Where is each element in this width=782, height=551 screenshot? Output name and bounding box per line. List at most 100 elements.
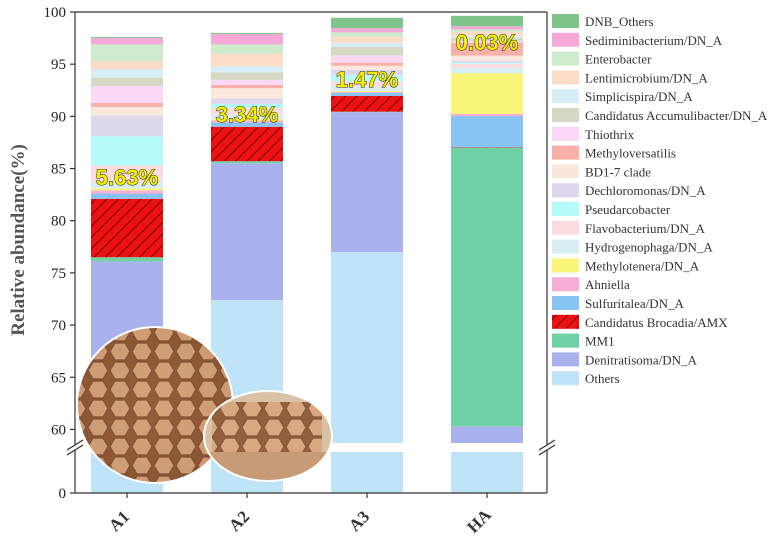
bar-segment-A2-methyloversatilis: [211, 85, 283, 89]
legend-label-methylotenera-dn-a: Methylotenera/DN_A: [585, 258, 700, 273]
axis-break-mark-right-2: [538, 444, 556, 456]
bar-segment-A3-enterobacter: [331, 32, 403, 37]
legend-label-thiothrix: Thiothrix: [585, 127, 635, 142]
bar-segment-HA-sulfuritalea-dn-a: [451, 116, 523, 148]
bar-lower-A3: [331, 452, 403, 493]
bar-segment-A1-hydrogenophaga-dn-a: [91, 182, 163, 189]
legend-label-denitratisoma-dn-a: Denitratisoma/DN_A: [585, 352, 698, 367]
bar-segment-A2-mm1: [211, 161, 283, 164]
annotations-layer: 5.63% 3.34% 1.47% 0.03%: [95, 30, 518, 191]
legend-label-flavobacterium-dn-a: Flavobacterium/DN_A: [585, 221, 705, 236]
legend-swatch-enterobacter: [552, 51, 579, 66]
legend-swatch-thiothrix: [552, 126, 579, 141]
legend-swatch-methyloversatilis: [552, 145, 579, 160]
legend-swatch-bd1-7-clade: [552, 164, 579, 179]
bar-segment-A1-candidatus-brocadia-amx: [91, 198, 163, 258]
annotation-A1: 5.63%: [96, 165, 158, 190]
bar-segment-HA-dnb-others: [451, 15, 523, 27]
legend-label-dechloromonas-dn-a: Dechloromonas/DN_A: [585, 183, 706, 198]
y-tick-label-70: 70: [51, 318, 66, 334]
legend-label-mm1: MM1: [585, 334, 615, 349]
bar-segment-HA-thiothrix: [451, 40, 523, 43]
bar-segment-A2-candidatus-accumulibacter-dn-a: [211, 72, 283, 80]
annotation-HA: 0.03%: [456, 30, 518, 55]
bar-segment-A2-thiothrix: [211, 79, 283, 86]
legend-label-pseudarcobacter: Pseudarcobacter: [585, 202, 671, 217]
bar-segment-A3-pseudarcobacter: [331, 75, 403, 82]
bar-segment-A2-methylotenera-dn-a: [211, 119, 283, 121]
bar-segment-A2-simplicispira-dn-a: [211, 66, 283, 73]
legend-swatch-pseudarcobacter: [552, 202, 579, 216]
y-tick-label-60: 60: [51, 422, 66, 438]
legend-label-bd1-7-clade: BD1-7 clade: [585, 164, 651, 179]
x-tick-label-A1: A1: [105, 507, 133, 535]
bar-segment-HA-sediminibacterium-dn-a: [451, 26, 523, 30]
bar-segment-HA-bd1-7-clade: [451, 55, 523, 61]
legend-swatch-denitratisoma-dn-a: [552, 352, 579, 367]
bar-segment-A2-ahniella: [211, 120, 283, 123]
bar-segment-HA-hydrogenophaga-dn-a: [451, 68, 523, 74]
legend-swatch-hydrogenophaga-dn-a: [552, 239, 579, 254]
bar-segment-A2-flavobacterium-dn-a: [211, 108, 283, 115]
bar-segment-A3-ahniella: [331, 91, 403, 93]
bar-segment-A3-flavobacterium-dn-a: [331, 81, 403, 87]
bar-segment-A1-simplicispira-dn-a: [91, 69, 163, 78]
x-tick-label-A3: A3: [345, 507, 373, 535]
bar-segment-A2-lentimicrobium-dn-a: [211, 53, 283, 67]
y-tick-label-75: 75: [51, 266, 66, 282]
bar-segment-A2-enterobacter: [211, 44, 283, 54]
bar-segment-HA-methylotenera-dn-a: [451, 73, 523, 114]
bar-segment-HA-mm1: [451, 147, 523, 427]
legend-swatch-sulfuritalea-dn-a: [552, 296, 579, 310]
legend-swatch-methylotenera-dn-a: [552, 258, 579, 273]
bar-segment-A3-sediminibacterium-dn-a: [331, 28, 403, 33]
bar-segment-A1-dechloromonas-dn-a: [91, 115, 163, 137]
bar-segment-A2-sulfuritalea-dn-a: [211, 122, 283, 127]
legend-label-ahniella: Ahniella: [585, 277, 630, 292]
y-axis-label: Relative abundance(%): [8, 144, 29, 336]
bar-segment-A1-lentimicrobium-dn-a: [91, 61, 163, 70]
y-tick-label-85: 85: [51, 162, 66, 178]
bar-segment-A3-candidatus-accumulibacter-dn-a: [331, 46, 403, 56]
bar-segment-HA-lentimicrobium-dn-a: [451, 31, 523, 36]
legend-swatch-dnb-others: [552, 14, 579, 28]
bar-segment-A3-candidatus-brocadia-amx: [331, 96, 403, 112]
bar-segment-A2-dechloromonas-dn-a: [211, 98, 283, 104]
bar-segment-A1-flavobacterium-dn-a: [91, 165, 163, 183]
bar-segment-A1-dnb-others: [91, 37, 163, 39]
legend: DNB_Others Sediminibacterium/DN_A Enteroba…: [552, 14, 768, 386]
bar-segment-HA-denitratisoma-dn-a: [451, 426, 523, 443]
bar-segment-A3-hydrogenophaga-dn-a: [331, 86, 403, 91]
legend-swatch-candidatus-accumulibacter-dn-a: [552, 108, 579, 122]
bar-segment-A1-bd1-7-clade: [91, 106, 163, 116]
bar-segment-A2-candidatus-brocadia-amx: [211, 126, 283, 162]
legend-swatch-lentimicrobium-dn-a: [552, 70, 579, 85]
legend-swatch-ahniella: [552, 277, 579, 292]
bar-segment-A3-methyloversatilis: [331, 62, 403, 66]
bar-lower-HA: [451, 452, 523, 493]
bar-segment-A2-denitratisoma-dn-a: [211, 163, 283, 301]
legend-label-sediminibacterium-dn-a: Sediminibacterium/DN_A: [585, 33, 723, 48]
bar-segment-A3-dechloromonas-dn-a: [331, 69, 403, 76]
legend-label-candidatus-accumulibacter-dn-a: Candidatus Accumulibacter/DN_A: [585, 108, 768, 123]
legend-label-dnb-others: DNB_Others: [585, 14, 654, 29]
bar-segment-A2-hydrogenophaga-dn-a: [211, 114, 283, 120]
bar-segment-A3-bd1-7-clade: [331, 65, 403, 70]
bar-segment-A1-thiothrix: [91, 86, 163, 103]
bar-segment-A1-methyloversatilis: [91, 102, 163, 107]
bar-segment-HA-simplicispira-dn-a: [451, 35, 523, 38]
legend-label-lentimicrobium-dn-a: Lentimicrobium/DN_A: [585, 70, 708, 85]
y-tick-label-80: 80: [51, 214, 66, 230]
annotation-A3: 1.47%: [336, 67, 398, 92]
bar-segment-A2-dnb-others: [211, 32, 283, 34]
bar-segment-HA-flavobacterium-dn-a: [451, 63, 523, 69]
bar-segment-A3-lentimicrobium-dn-a: [331, 36, 403, 43]
bar-segment-A1-sediminibacterium-dn-a: [91, 38, 163, 45]
y-tick-label-95: 95: [51, 57, 66, 73]
legend-label-simplicispira-dn-a: Simplicispira/DN_A: [585, 89, 693, 104]
bar-segment-HA-dechloromonas-dn-a: [451, 60, 523, 63]
bar-segment-HA-ahniella: [451, 113, 523, 117]
legend-swatch-others: [552, 371, 579, 386]
bar-segment-A3-sulfuritalea-dn-a: [331, 92, 403, 97]
